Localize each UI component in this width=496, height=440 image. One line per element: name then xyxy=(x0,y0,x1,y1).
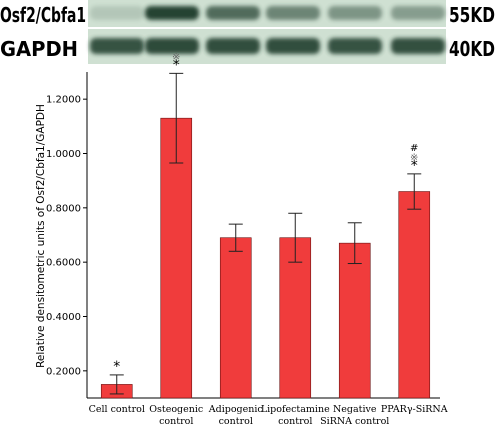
blot-size-55kd: 55KD xyxy=(449,3,495,27)
y-tick-label: 1.2000 xyxy=(46,95,81,106)
blot-band xyxy=(90,6,144,20)
y-tick-label: 0.8000 xyxy=(46,203,81,214)
y-tick-label: 0.4000 xyxy=(46,312,81,323)
x-tick-label: Lipofectamine xyxy=(261,404,330,415)
blot-band xyxy=(206,38,260,54)
x-tick-label: control xyxy=(278,416,312,427)
western-blot: Osf2/Cbfa1 55KD GAPDH 40KD xyxy=(0,0,495,64)
blot-band xyxy=(266,6,320,20)
x-tick-label: Osteogenic xyxy=(149,404,203,415)
y-axis-label: Relative densitometric units of Osf2/Cbf… xyxy=(35,104,47,368)
blot-band xyxy=(145,6,199,20)
x-tick-label: SiRNA control xyxy=(320,416,389,427)
bar xyxy=(398,191,431,399)
bar-chart: Relative densitometric units of Osf2/Cbf… xyxy=(35,52,448,427)
y-tick-label: 0.6000 xyxy=(46,258,81,269)
x-tick-label: PPARγ-SiRNA xyxy=(381,404,448,415)
bar xyxy=(219,237,252,399)
blot-label-gapdh: GAPDH xyxy=(0,37,78,61)
x-tick-label: Adipogenic xyxy=(208,404,263,415)
blot-band xyxy=(391,6,445,20)
significance-mark: ※ xyxy=(410,152,418,163)
significance-mark: * xyxy=(173,57,180,73)
bar xyxy=(338,242,371,399)
x-tick-label: control xyxy=(159,416,193,427)
significance-mark: * xyxy=(113,359,120,375)
y-tick-label: 1.0000 xyxy=(46,149,81,160)
bar xyxy=(160,117,193,399)
blot-band xyxy=(266,38,320,54)
significance-mark: ※ xyxy=(172,52,180,63)
blot-band xyxy=(328,6,382,20)
blot-band xyxy=(90,38,144,54)
bar xyxy=(279,237,312,399)
blot-band xyxy=(391,38,445,54)
significance-mark: * xyxy=(411,158,418,174)
blot-band xyxy=(328,38,382,54)
x-tick-label: Cell control xyxy=(89,404,145,415)
blot-size-40kd: 40KD xyxy=(449,37,495,61)
blot-band xyxy=(145,38,199,54)
blot-label-osf2: Osf2/Cbfa1 xyxy=(0,3,86,27)
blot-band xyxy=(206,6,260,20)
y-tick-label: 0.2000 xyxy=(46,366,81,377)
x-tick-label: Negative xyxy=(333,404,377,415)
x-tick-label: control xyxy=(219,416,253,427)
significance-mark: # xyxy=(410,143,418,154)
